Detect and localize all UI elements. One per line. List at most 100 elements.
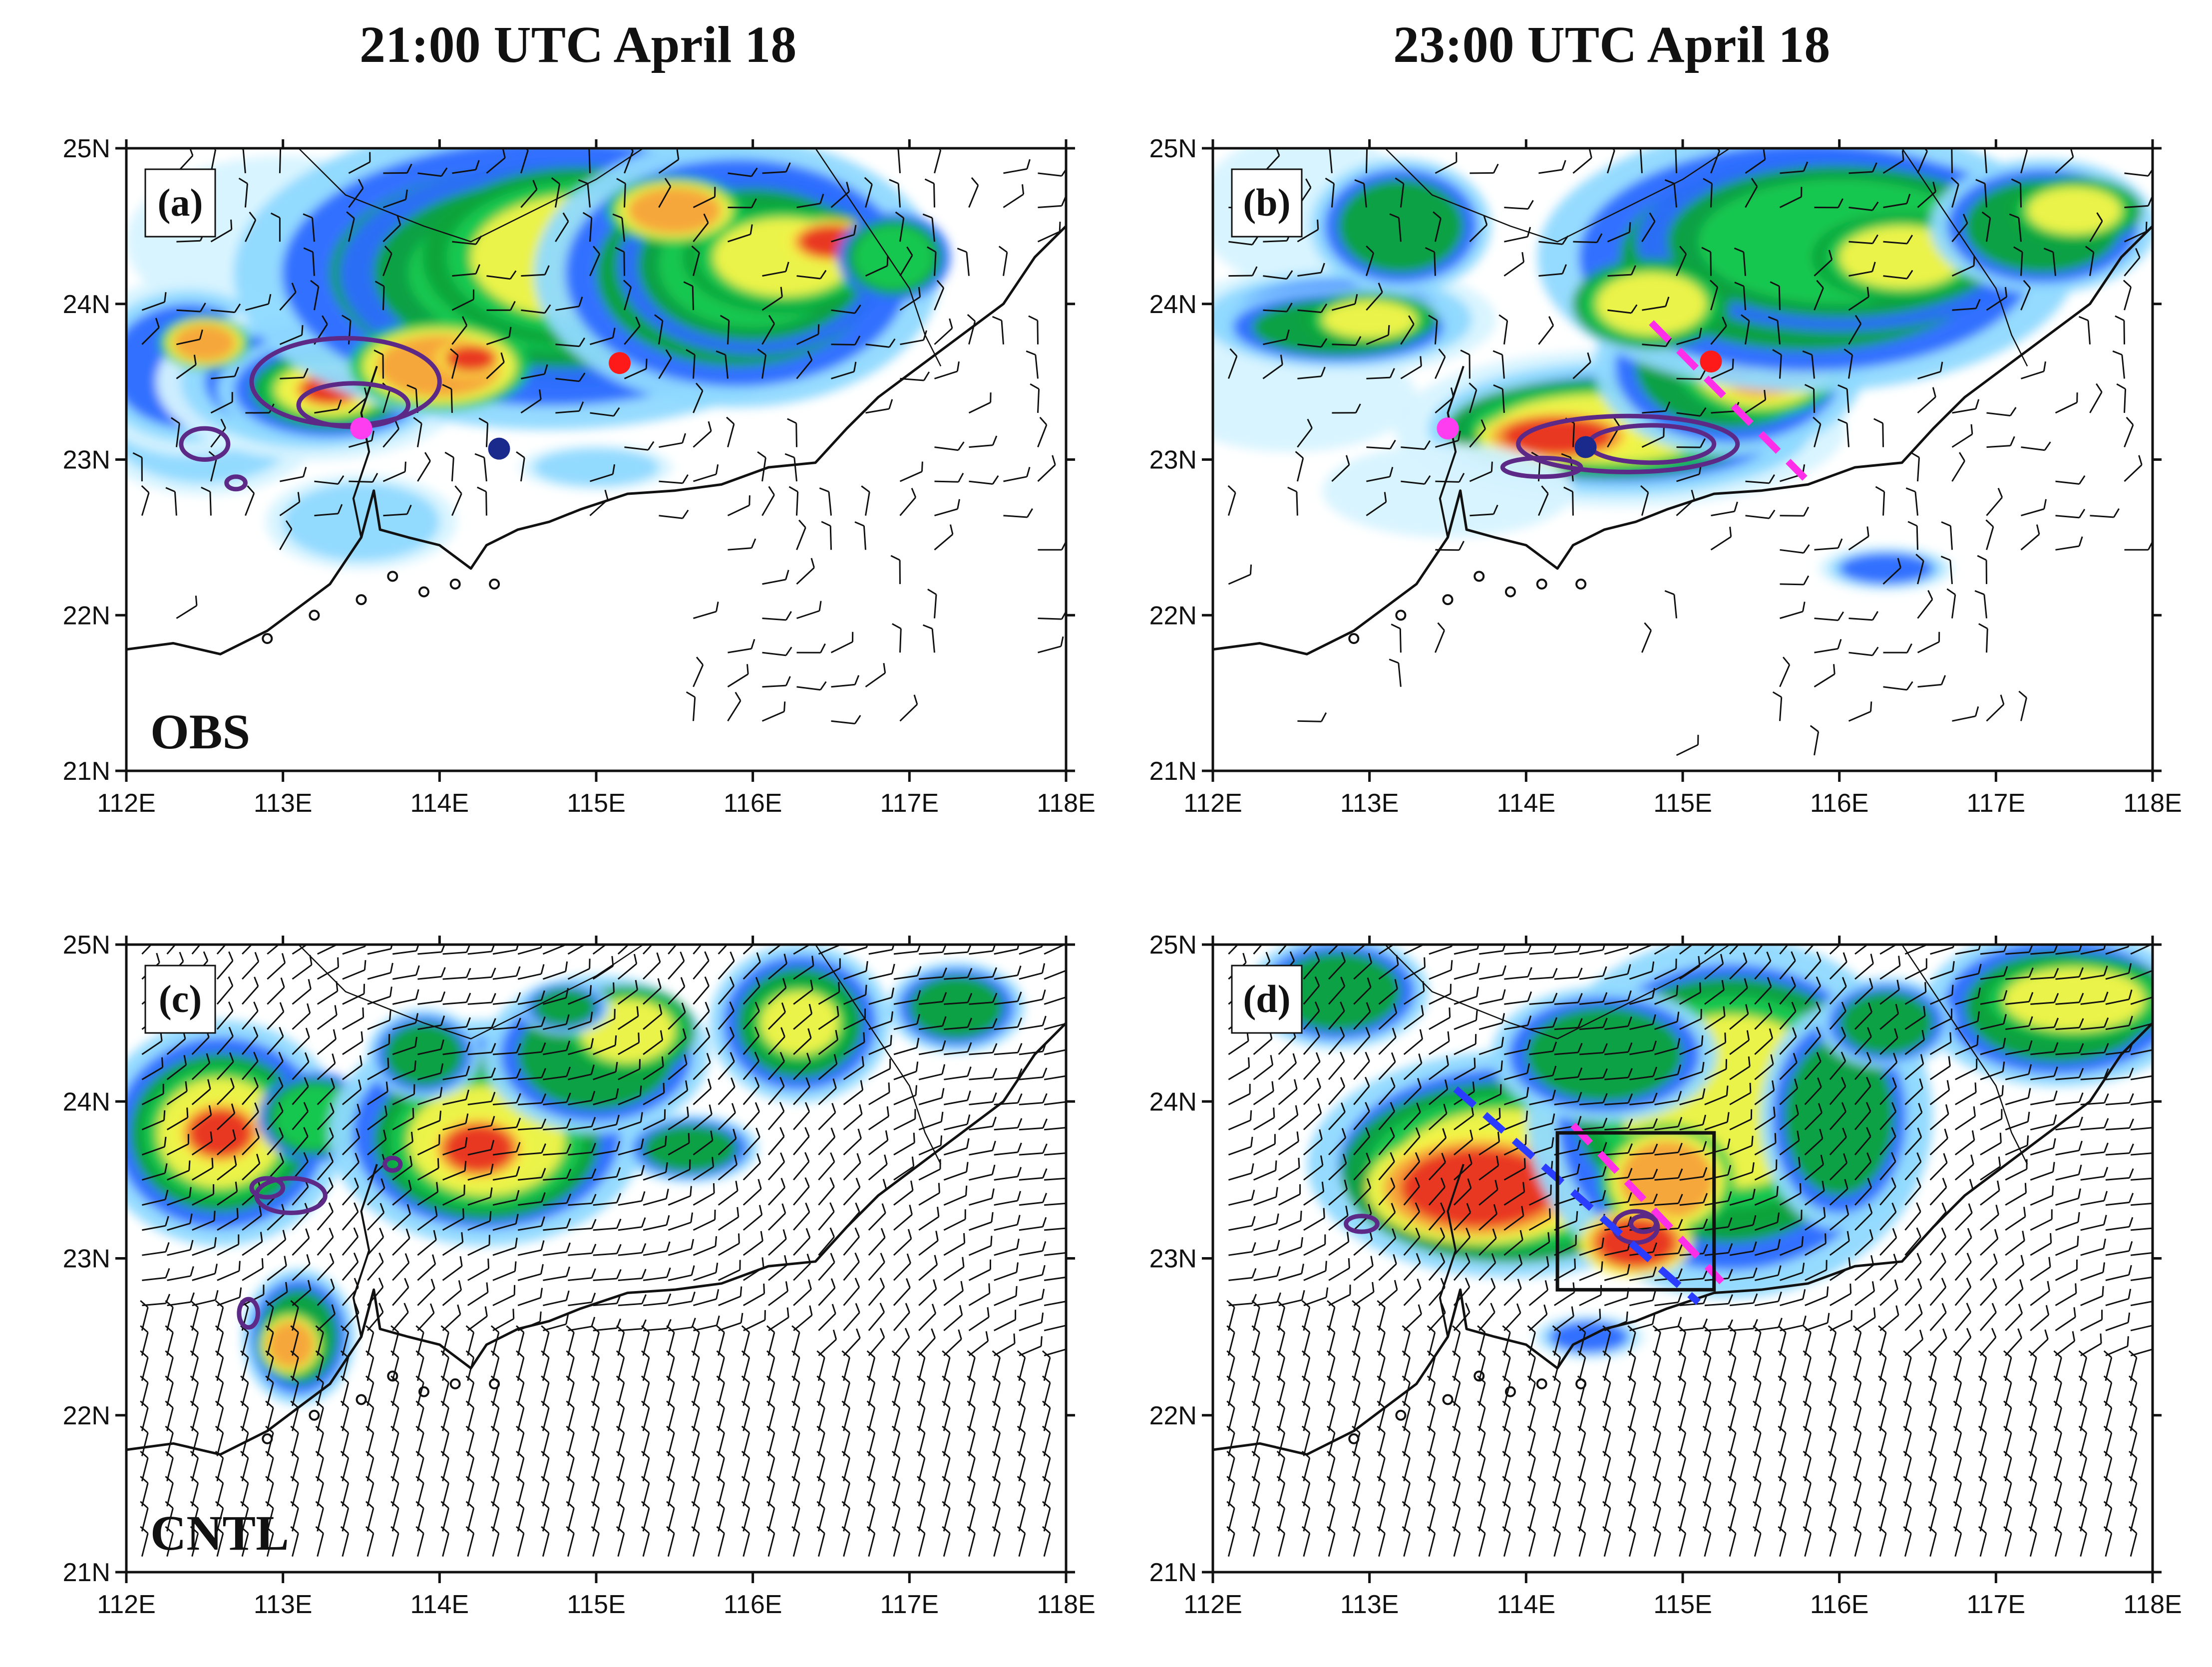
station-marker-magenta [350, 417, 372, 440]
wind-barb [1930, 970, 1953, 980]
wind-barb [266, 1382, 274, 1406]
wind-barb-flag [967, 1017, 973, 1028]
wind-barb [391, 1508, 399, 1532]
lon-tick-label: 115E [567, 1590, 626, 1619]
wind-barb [968, 321, 976, 345]
wind-barb [843, 947, 867, 955]
wind-barb [1952, 408, 1976, 414]
wind-barb [1829, 961, 1847, 980]
wind-barb-flag [1440, 1227, 1446, 1238]
wind-barb [968, 401, 991, 414]
wind-barb [1754, 1457, 1762, 1482]
wind-barb-flag [1975, 399, 1980, 409]
wind-barb-flag [516, 1142, 521, 1152]
wind-barb-flag [240, 1501, 249, 1509]
wind-barb-flag [1017, 992, 1022, 1002]
wind-barb-flag [1953, 1501, 1962, 1509]
wind-barb [1779, 1483, 1787, 1507]
wind-barb [1848, 271, 1872, 277]
wind-barb [1679, 945, 1694, 955]
wind-barb [1929, 1187, 1947, 1206]
wind-barb [893, 1483, 901, 1507]
wind-barb [1904, 1161, 1922, 1181]
wind-barb-flag [1677, 1317, 1682, 1327]
wind-barb-flag [1702, 1501, 1711, 1509]
wind-barb-flag [1727, 1425, 1736, 1434]
wind-barb [742, 1214, 762, 1231]
wind-barb [1854, 1187, 1872, 1206]
wind-barb-flag [757, 348, 766, 356]
wind-barb [1986, 703, 2004, 722]
wind-barb [1879, 1237, 1897, 1256]
wind-barb [391, 1332, 399, 1356]
wind-barb [391, 1432, 399, 1456]
wind-barb [868, 1262, 885, 1281]
wind-barb [1253, 1457, 1260, 1482]
wind-barb-flag [1424, 440, 1431, 450]
wind-barb-flag [1854, 315, 1862, 325]
wind-barb-flag [1778, 1450, 1787, 1459]
wind-barb [1572, 361, 1591, 379]
wind-barb [266, 1457, 274, 1482]
wind-barb [1378, 1407, 1386, 1431]
wind-barb [793, 965, 814, 980]
wind-barb [292, 945, 309, 955]
wind-barb [1641, 492, 1649, 516]
wind-barb-flag [616, 1425, 625, 1434]
wind-barb [1854, 1264, 1874, 1281]
wind-barb-flag [516, 966, 521, 977]
wind-barb-flag [1276, 1400, 1285, 1408]
wind-barb [166, 1117, 188, 1131]
wind-barb-flag [1301, 1325, 1310, 1333]
wind-barb-flag [390, 1501, 399, 1509]
wind-barb-flag [1042, 1425, 1051, 1434]
wind-barb-flag [1845, 1205, 1849, 1215]
wind-barb-flag [516, 1425, 524, 1434]
wind-barb-flag [1916, 1253, 1922, 1263]
wind-barb [818, 1236, 835, 1256]
wind-barb [467, 1432, 475, 1456]
wind-barb [893, 1382, 901, 1406]
wind-barb [1253, 1223, 1277, 1231]
wind-barb-flag [2003, 1400, 2012, 1408]
wind-barb [643, 1250, 667, 1256]
wind-barb [1553, 1407, 1561, 1431]
wind-barb [693, 430, 712, 448]
wind-barb-flag [2129, 1168, 2134, 1178]
wind-barb-flag [1843, 952, 1847, 963]
wind-barb [1478, 1262, 1496, 1281]
wind-barb [668, 1274, 692, 1281]
wind-barb-flag [1384, 492, 1387, 502]
wind-barb-flag [565, 1014, 570, 1024]
wind-barb [1579, 1102, 1603, 1105]
wind-barb [367, 1212, 384, 1231]
wind-barb-flag [716, 1425, 725, 1434]
wind-barb [142, 1225, 166, 1231]
wind-barb [166, 1357, 174, 1381]
wind-barb-flag [230, 1077, 235, 1088]
wind-barb [1303, 985, 1320, 1005]
wind-barb [167, 1223, 191, 1231]
wind-barb-flag [808, 1003, 813, 1014]
wind-barb [166, 1307, 174, 1331]
wind-barb-flag [1392, 1228, 1397, 1239]
wind-barb [1366, 292, 1383, 311]
wind-barb [2005, 1313, 2023, 1332]
wind-barb-flag [832, 1078, 837, 1089]
wind-barb-flag [1973, 1106, 1976, 1117]
wind-barb [492, 1508, 500, 1532]
panel-label: (a) [158, 181, 203, 224]
wind-barb-flag [1878, 1350, 1887, 1358]
wind-barb [767, 1085, 785, 1105]
wind-barb [1297, 343, 1322, 348]
wind-barb-flag [189, 1213, 193, 1224]
wind-barb [1478, 1332, 1486, 1356]
wind-barb [1814, 648, 1839, 654]
wind-barb-flag [1452, 1375, 1461, 1383]
wind-barb [728, 172, 752, 177]
wind-barb-flag [1772, 349, 1782, 355]
wind-barb [517, 1249, 542, 1256]
wind-barb-flag [1320, 303, 1328, 313]
wind-barb-flag [766, 1450, 775, 1459]
wind-barb-flag [1450, 387, 1455, 398]
